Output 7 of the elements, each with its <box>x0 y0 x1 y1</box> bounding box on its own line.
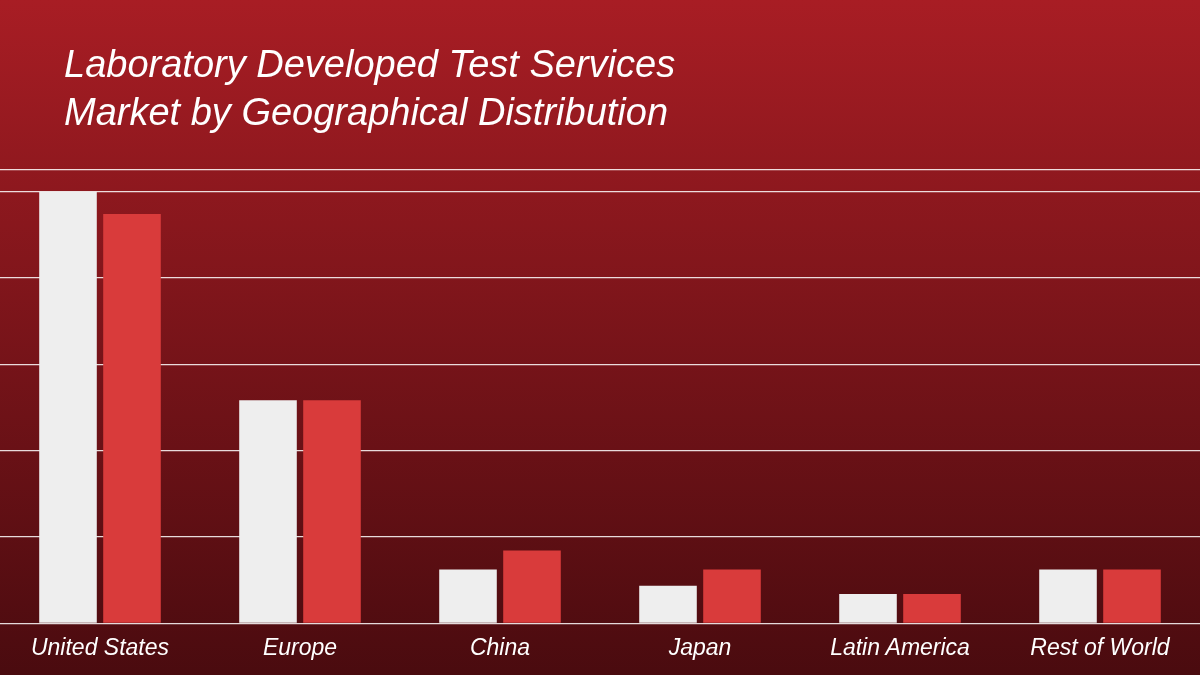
chart-title: Laboratory Developed Test Services Market by Geographical Distribution <box>64 42 676 135</box>
x-tick-label: Japan <box>667 633 732 660</box>
x-tick-label: China <box>469 633 531 660</box>
x-tick-label: Rest of World <box>1030 633 1171 660</box>
x-tick-label: Latin America <box>830 633 970 660</box>
x-tick-label: United States <box>30 633 170 660</box>
x-tick-label: Europe <box>262 633 338 660</box>
